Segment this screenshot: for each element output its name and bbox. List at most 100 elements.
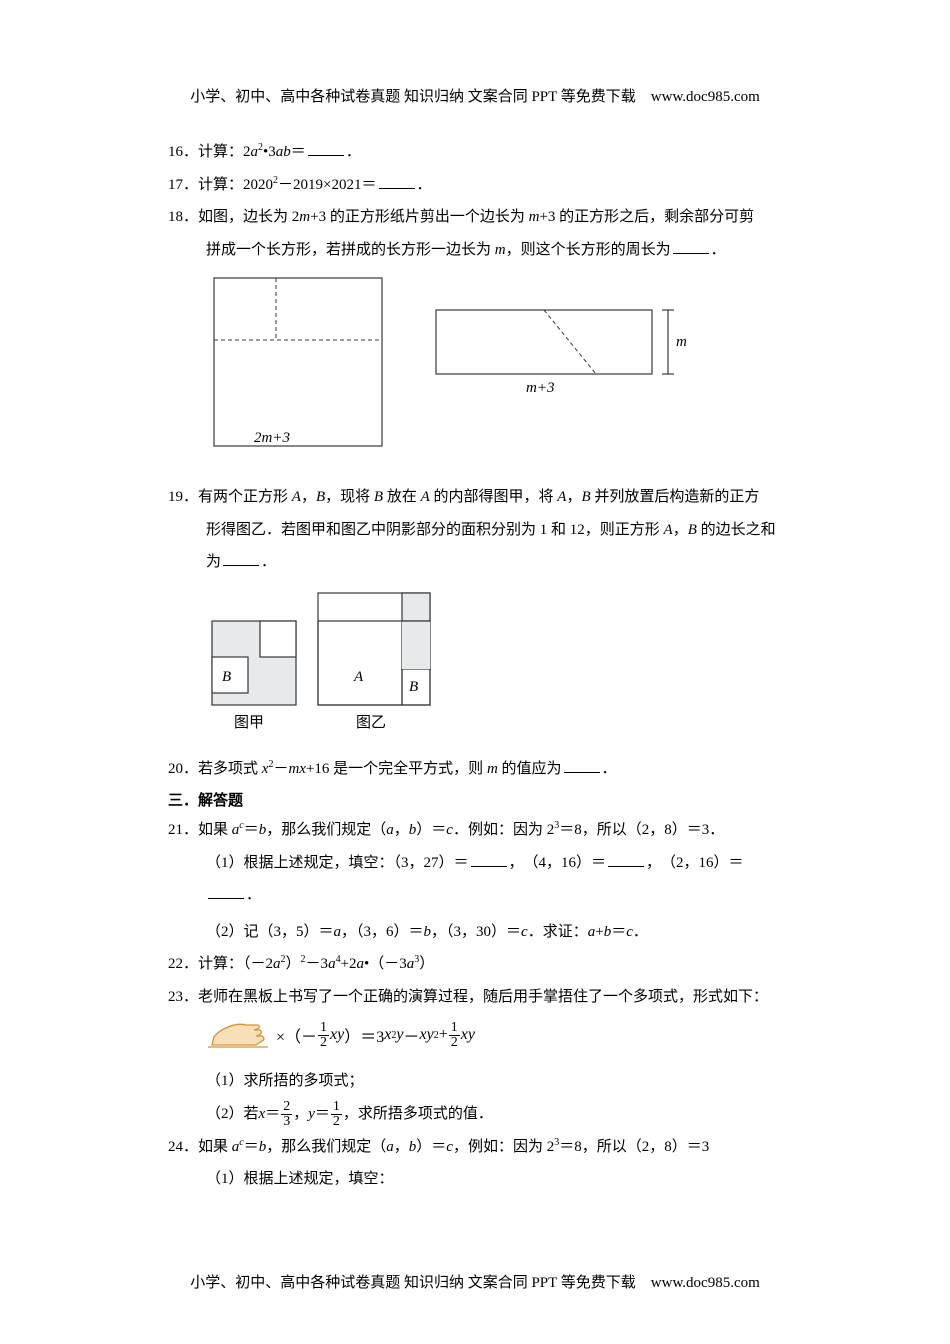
q16-var-a: a [251,144,259,160]
q21-p2b: ，（3，6）＝ [341,924,424,940]
question-24: 24．如果 ac＝b，那么我们规定（a，b）＝c，例如：因为 23＝8，所以（2… [168,1133,782,1162]
q16-m: •3 [263,144,276,160]
q19-l1c: ，现将 [325,489,374,505]
q23-p2a: （2）若 [206,1100,259,1129]
q24-c2: c [446,1139,453,1155]
q21-p1a: （1）根据上述规定，填空：（3，27）＝ [206,855,469,871]
q20-a: 若多项式 [198,761,262,777]
q18-m3: m [495,242,506,258]
blank [308,142,344,156]
question-19-line2: 形得图乙．若图甲和图乙中阴影部分的面积分别为 1 和 12，则正方形 A，B 的… [168,516,782,545]
blank [564,759,600,773]
q23-eqa: ×（－ [276,1023,317,1047]
q21-p1b: ， （4，16）＝ [509,855,607,871]
caption-jia: 图甲 [234,714,264,731]
q24-a2: a [386,1139,394,1155]
q21-pc: c [521,924,528,940]
q21-l1a: 如果 [198,822,232,838]
q23-p2e: ，求所捂多项式的值． [343,1100,493,1129]
q22-b: ） [286,956,301,972]
q22-c: －3 [306,956,329,972]
q22-a: 计算：（－2 [198,956,273,972]
q19-B3: B [581,489,590,505]
page-footer: 小学、初中、高中各种试卷真题 知识归纳 文案合同 PPT 等免费下载 www.d… [0,1271,950,1292]
question-16: 16．计算：2a2•3ab＝． [168,138,782,167]
blank [208,885,244,899]
blank [379,175,415,189]
blank [673,240,709,254]
q19-B1: B [316,489,325,505]
q22-a1: a [273,956,281,972]
q23-eqd: + [439,1026,448,1044]
q18-m2: m [529,209,540,225]
q23-t: 老师在黑板上书写了一个正确的演算过程，随后用手掌捂住了一个多项式，形式如下： [198,989,768,1005]
q21-p2e: + [595,924,603,940]
q24-l1e: ）＝ [416,1139,446,1155]
question-21-p2: （2）记（3，5）＝a，（3，6）＝b，（3，30）＝c．求证：a+b＝c． [168,918,782,947]
question-18-line2: 拼成一个长方形，若拼成的长方形一边长为 m，则这个长方形的周长为． [168,236,782,265]
q19-l2c: 的边长之和 [697,522,776,538]
frac-1-2-c: 12 [331,1100,342,1129]
question-23-p1: （1）求所捂的多项式； [168,1067,782,1096]
q19-B4: B [688,522,697,538]
q21-c2: c [446,822,453,838]
q20-d: 的值应为 [498,761,562,777]
frac-1-2-a: 12 [318,1021,329,1050]
q17-a: 计算：2020 [198,177,273,193]
q23-p2c: ， [293,1100,308,1129]
q18-l2b: ，则这个长方形的周长为 [506,242,671,258]
q23-p1: （1）求所捂的多项式； [206,1073,364,1089]
q22-f: ） [419,956,434,972]
q16-eq: ＝ [291,144,306,160]
q19-l2a: 形得图乙．若图甲和图乙中阴影部分的面积分别为 1 和 12，则正方形 [206,522,664,538]
q21-pb: b [424,924,432,940]
q21-l1e: ）＝ [416,822,446,838]
label-2mp3: 2m+3 [254,430,290,446]
q24-l1d: ， [394,1139,409,1155]
question-22: 22．计算：（－2a2）2－3a4+2a•（－3a3） [168,950,782,979]
q24-num: 24． [168,1139,198,1155]
q23-xy2: xy [419,1026,433,1044]
label-B-jia: B [222,669,231,685]
q22-d: +2 [341,956,357,972]
q21-l1c: ，那么我们规定（ [266,822,386,838]
hand-icon [206,1017,272,1053]
q19-A1: A [292,489,301,505]
blank [471,853,507,867]
q19-l1f: ， [566,489,581,505]
q23-eqb: ）＝3 [344,1023,384,1047]
q19-l1a: 有两个正方形 [198,489,292,505]
q23-p2d: ＝ [315,1100,330,1129]
q23-eqc: － [403,1023,419,1047]
q23-num: 23． [168,989,198,1005]
q20-c: +16 是一个完全平方式，则 [306,761,487,777]
q22-a4: a [328,956,336,972]
q18-l2a: 拼成一个长方形，若拼成的长方形一边长为 [206,242,495,258]
question-23-p2: （2）若 x＝23，y＝12，求所捂多项式的值． [168,1100,782,1129]
question-17: 17．计算：20202－2019×2021＝． [168,171,782,200]
question-18: 18．如图，边长为 2m+3 的正方形纸片剪出一个边长为 m+3 的正方形之后，… [168,203,782,232]
q20-m: m [487,761,498,777]
q21-p2c: ，（3，30）＝ [431,924,521,940]
q20-b: － [273,761,288,777]
q23-p2b: ＝ [265,1100,280,1129]
question-21: 21．如果 ac＝b，那么我们规定（a，b）＝c．例如：因为 23＝8，所以（2… [168,816,782,845]
q21-pa: a [334,924,342,940]
question-21-p1b: ． [168,881,782,910]
question-20: 20．若多项式 x2－mx+16 是一个完全平方式，则 m 的值应为． [168,755,782,784]
q19-l1g: 并列放置后构造新的正方 [591,489,760,505]
figure-18: 2m+3 m+3 m [168,270,782,465]
q18-l1c: +3 的正方形之后，剩余部分可剪 [539,209,754,225]
q23-x: x [259,1100,266,1129]
question-19: 19．有两个正方形 A，B，现将 B 放在 A 的内部得图甲，将 A，B 并列放… [168,483,782,512]
q19-num: 19． [168,489,198,505]
q21-l1d: ， [394,822,409,838]
q24-l1f: ，例如：因为 2 [453,1139,554,1155]
question-24-p1: （1）根据上述规定，填空： [168,1165,782,1194]
q21-l1g: ＝8，所以（2，8）＝3． [559,822,724,838]
label-A-yi: A [353,669,364,685]
figure-19: B 图甲 A B 图乙 [168,581,782,741]
q22-e: •（－3 [364,956,407,972]
q21-p2f: ＝ [611,924,626,940]
caption-yi: 图乙 [356,714,386,731]
